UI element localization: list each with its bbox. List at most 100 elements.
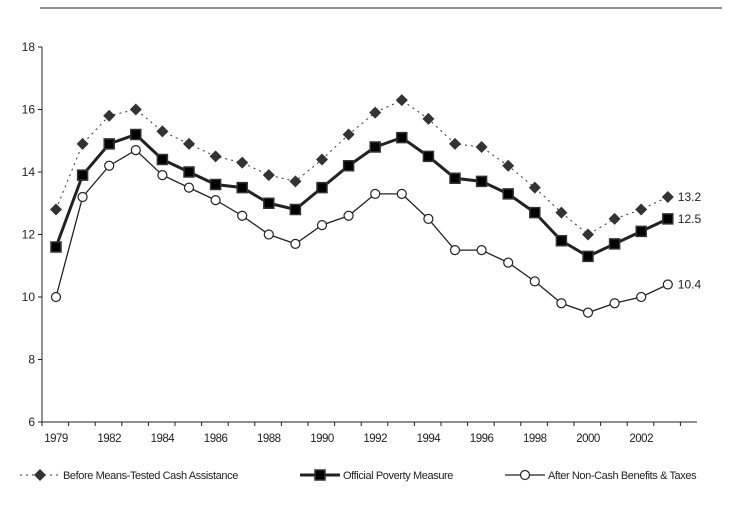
data-point [528,181,541,194]
data-point [77,191,88,203]
end-value-label: 12.5 [678,212,702,226]
x-tick-label: 1986 [204,433,228,445]
data-point [183,166,195,178]
data-point [210,195,221,206]
data-point [609,298,620,309]
legend-marker [34,469,46,481]
data-point [635,225,647,238]
legend-label: Before Means-Tested Cash Assistance [63,470,238,482]
data-point [662,213,674,225]
data-point [662,279,673,290]
legend-item: After Non-Cash Benefits & Taxes [505,469,697,482]
data-point [369,106,382,119]
data-point [129,103,142,116]
data-point [316,153,328,166]
data-point [369,141,381,153]
data-point [556,298,567,309]
data-point [76,169,89,181]
x-tick-label: 1998 [523,433,547,445]
data-point [316,220,328,231]
series-line [55,149,669,314]
data-point [50,203,62,216]
x-tick-label: 1990 [310,433,334,445]
data-point [183,137,195,150]
x-tick-label: 1988 [257,433,281,445]
data-point [103,138,115,150]
end-value-label: 13.2 [678,190,702,204]
data-point [449,245,461,256]
data-point [157,170,168,181]
data-point [396,131,408,144]
x-tick-label: 1994 [417,433,442,445]
x-tick-label: 1996 [470,433,494,445]
data-point [263,197,275,209]
y-tick-label: 12 [22,228,36,242]
data-point [76,137,89,150]
data-point [342,128,355,141]
x-tick-label: 1982 [97,433,121,445]
legend-label: Official Poverty Measure [343,470,453,482]
data-point [529,206,541,219]
x-tick-label: 2000 [576,433,600,445]
data-point [423,213,434,224]
x-tick-label: 1992 [363,433,387,445]
data-point [422,112,435,125]
end-value-label: 10.4 [678,278,702,292]
data-point [661,191,674,203]
x-tick-label: 2002 [629,433,653,445]
x-tick-label: 1984 [151,433,176,445]
data-point [503,257,514,268]
legend-marker [314,469,326,481]
data-point [290,238,301,249]
data-point [343,210,354,221]
data-point [342,160,355,172]
series-line [55,99,669,236]
data-point [316,181,328,194]
data-point [636,291,647,303]
data-point [476,245,487,256]
data-point [449,172,461,184]
data-point [555,235,568,247]
data-point [209,150,222,163]
data-point [263,229,274,240]
legend-marker [519,469,531,481]
data-point [130,128,142,141]
data-point [130,145,141,156]
legend-item: Before Means-Tested Cash Assistance [20,469,239,482]
data-point [555,206,568,219]
data-point [502,159,515,172]
data-point [370,188,381,199]
y-tick-label: 10 [22,290,36,304]
data-point [635,203,648,216]
series-dotted-diamond: 13.2 [50,94,702,241]
data-point [475,141,488,153]
data-point [502,188,514,200]
legend-label: After Non-Cash Benefits & Taxes [548,470,697,482]
data-point [262,169,275,182]
data-point [289,203,302,216]
data-point [50,241,62,253]
data-point [236,181,248,194]
y-tick-label: 16 [22,103,36,117]
data-point [422,150,435,163]
data-point [209,178,222,191]
series-thin-circle: 10.4 [50,145,702,318]
data-point [582,307,594,318]
data-point [183,182,195,193]
data-point [608,238,621,250]
data-point [582,228,594,241]
data-point [608,212,621,225]
series-line [54,132,669,259]
data-point [104,160,115,171]
legend-item: Official Poverty Measure [300,469,454,482]
y-tick-label: 6 [28,415,35,429]
data-point [395,94,408,107]
data-point [237,210,248,221]
data-point [529,276,540,287]
data-point [582,250,594,263]
y-tick-label: 14 [22,165,36,179]
series-thick-square: 12.5 [50,128,702,263]
data-point [289,175,302,188]
data-point [396,188,407,199]
